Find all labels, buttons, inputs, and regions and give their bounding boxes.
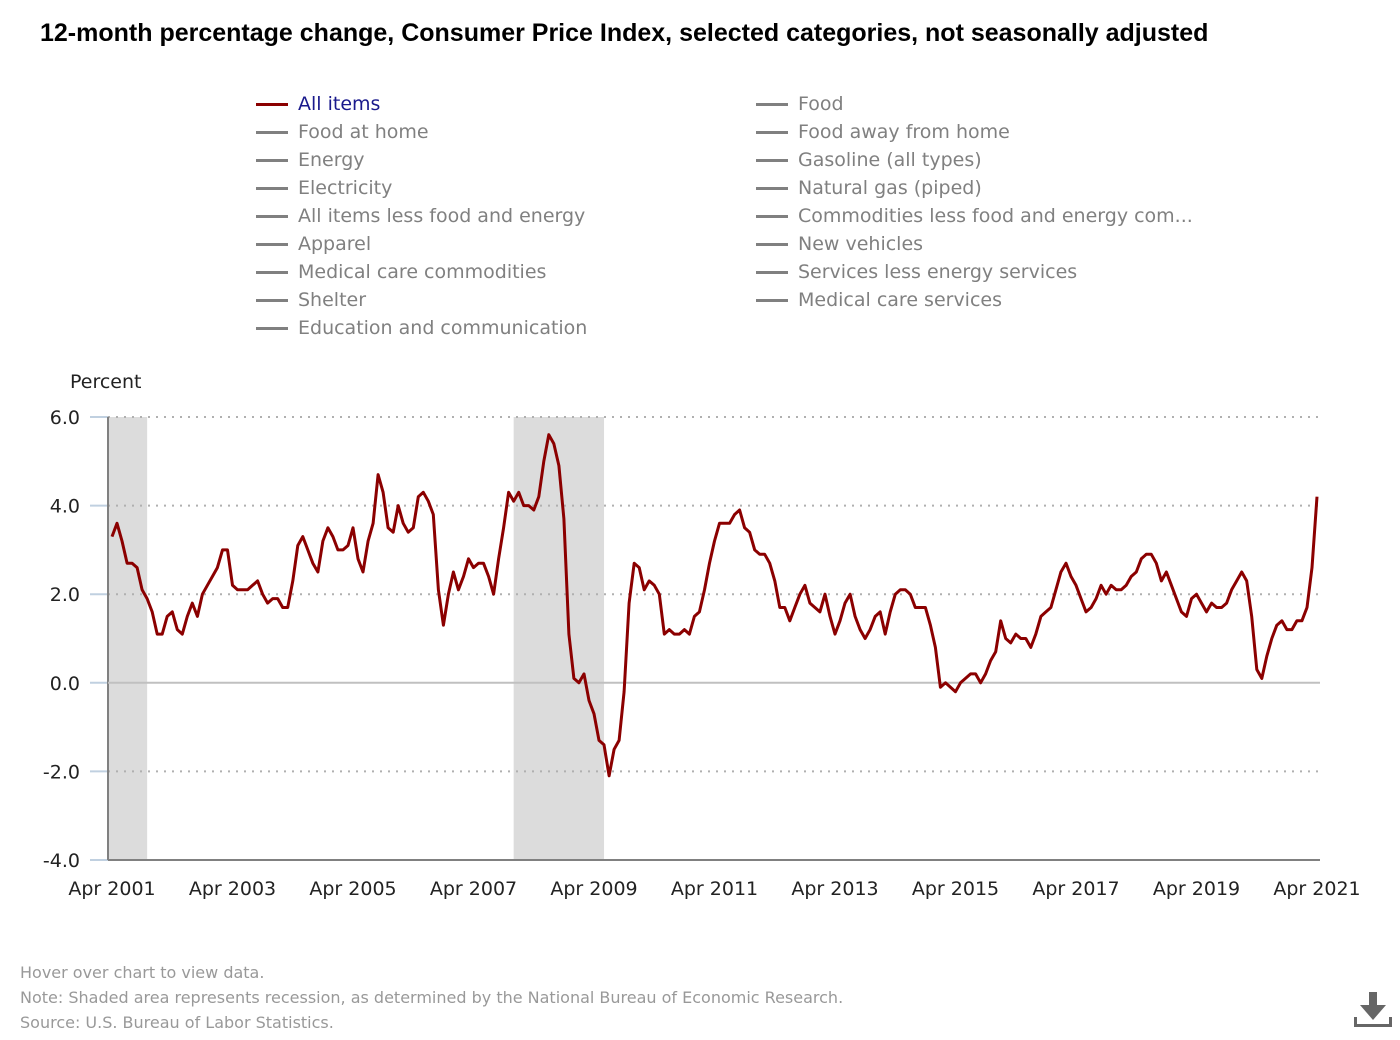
- x-tick-label: Apr 2017: [1032, 878, 1119, 900]
- legend-swatch-icon: [256, 271, 288, 274]
- legend-swatch-icon: [756, 271, 788, 274]
- download-button[interactable]: [1352, 990, 1394, 1034]
- footer: Hover over chart to view data. Note: Sha…: [20, 960, 843, 1035]
- y-axis-ticks: 6.0 4.0 2.0 0.0 -2.0 -4.0: [43, 407, 108, 872]
- x-tick-label: Apr 2005: [309, 878, 396, 900]
- x-axis-ticks: Apr 2001 Apr 2003 Apr 2005 Apr 2007 Apr 2009…: [68, 878, 1360, 900]
- line-chart[interactable]: Percent 6.04.02.00.0-2.0-4.0 Apr 2001 Apr…: [0, 360, 1400, 900]
- y-tick-label: 4.0: [50, 496, 80, 518]
- x-tick-label: Apr 2009: [550, 878, 637, 900]
- series-line-all-items[interactable]: [110, 433, 1319, 778]
- x-tick-label: Apr 2013: [791, 878, 878, 900]
- recession-shading: [109, 417, 605, 860]
- x-tick-label: Apr 2007: [430, 878, 517, 900]
- legend-label: Food: [798, 93, 844, 115]
- recession-band: [513, 417, 605, 860]
- legend-swatch-icon: [256, 243, 288, 246]
- legend-label: Education and communication: [298, 317, 588, 339]
- legend-swatch-icon: [256, 327, 288, 330]
- y-tick-label: 0.0: [50, 673, 80, 695]
- hover-hint: Hover over chart to view data.: [20, 963, 265, 982]
- legend-swatch-icon: [756, 215, 788, 218]
- y-axis-label: Percent: [70, 371, 142, 393]
- legend-label: All items: [298, 93, 381, 115]
- legend-swatch-icon: [256, 299, 288, 302]
- legend-swatch-icon: [256, 187, 288, 190]
- legend-label: New vehicles: [798, 233, 924, 255]
- x-tick-label: Apr 2003: [189, 878, 276, 900]
- legend-label: Apparel: [298, 233, 372, 255]
- legend-swatch-icon: [756, 131, 788, 134]
- legend-swatch-icon: [256, 159, 288, 162]
- y-tick-label: 6.0: [50, 407, 80, 429]
- legend-swatch-icon: [756, 103, 788, 106]
- recession-note: Note: Shaded area represents recession, …: [20, 988, 844, 1007]
- legend-swatch-icon: [256, 215, 288, 218]
- x-tick-label: Apr 2021: [1273, 878, 1360, 900]
- x-tick-label: Apr 2001: [68, 878, 155, 900]
- legend-label: Shelter: [298, 289, 367, 311]
- source-note: Source: U.S. Bureau of Labor Statistics.: [20, 1013, 334, 1032]
- legend-label: Services less energy services: [798, 261, 1078, 283]
- legend-swatch-icon: [756, 159, 788, 162]
- legend-label: Energy: [298, 149, 365, 171]
- x-tick-label: Apr 2015: [912, 878, 999, 900]
- x-tick-label: Apr 2011: [671, 878, 758, 900]
- download-icon: [1354, 992, 1392, 1027]
- legend-swatch-icon: [756, 243, 788, 246]
- legend-label: All items less food and energy: [298, 205, 586, 227]
- legend-swatch-icon: [756, 299, 788, 302]
- y-tick-label: -4.0: [43, 850, 80, 872]
- gridlines: [108, 416, 1320, 773]
- legend-label: Electricity: [298, 177, 393, 199]
- legend-label: Food at home: [298, 121, 429, 143]
- legend-label: Food away from home: [798, 121, 1010, 143]
- legend-label: Natural gas (piped): [798, 177, 982, 199]
- x-tick-label: Apr 2019: [1153, 878, 1240, 900]
- legend-label: Medical care commodities: [298, 261, 547, 283]
- y-tick-label: -2.0: [43, 761, 80, 783]
- legend-swatch-icon: [256, 103, 288, 106]
- legend-swatch-icon: [256, 131, 288, 134]
- legend-label: Gasoline (all types): [798, 149, 982, 171]
- legend-label: Commodities less food and energy com...: [798, 205, 1193, 227]
- recession-band: [109, 417, 148, 860]
- legend-label: Medical care services: [798, 289, 1002, 311]
- legend-swatch-icon: [756, 187, 788, 190]
- chart-title: 12-month percentage change, Consumer Pri…: [40, 19, 1209, 47]
- y-tick-label: 2.0: [50, 584, 80, 606]
